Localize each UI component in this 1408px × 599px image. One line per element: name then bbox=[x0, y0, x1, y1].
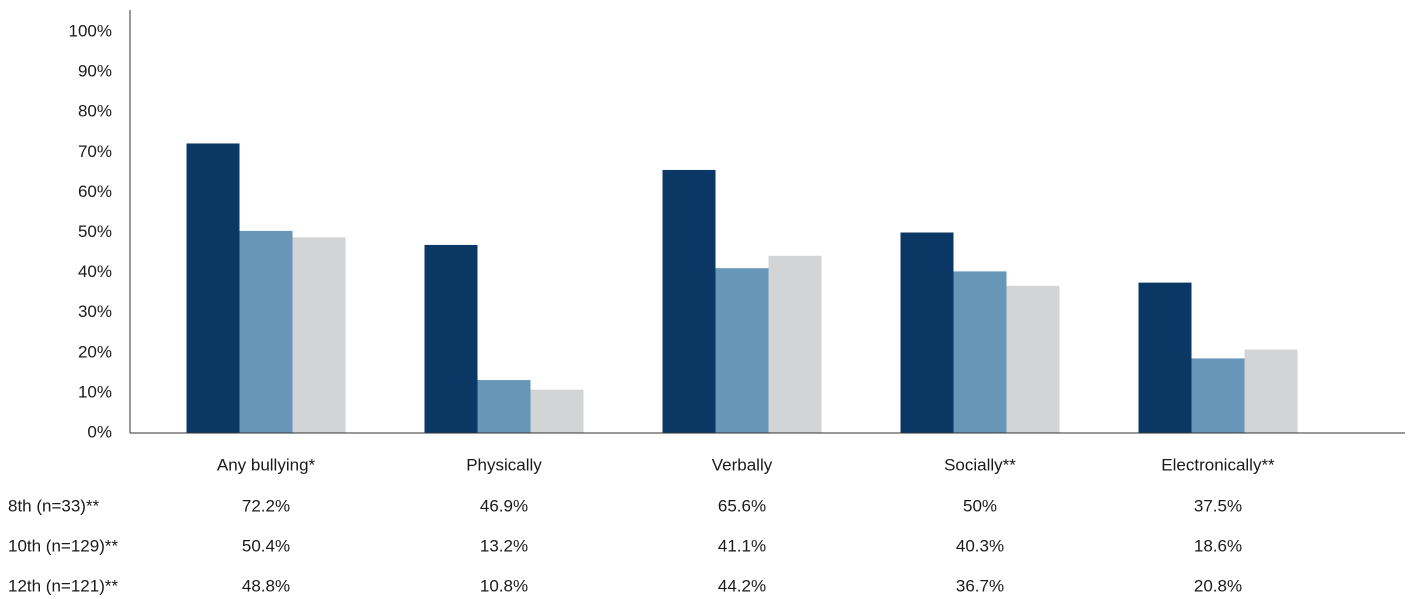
table-value: 72.2% bbox=[242, 496, 290, 515]
table-value: 44.2% bbox=[718, 576, 766, 595]
y-tick-label: 40% bbox=[78, 262, 112, 281]
bar bbox=[424, 244, 478, 433]
bar bbox=[477, 380, 531, 433]
table-value: 41.1% bbox=[718, 536, 766, 555]
y-tick-label: 20% bbox=[78, 342, 112, 361]
bar bbox=[186, 143, 240, 433]
bar bbox=[900, 232, 954, 433]
bar bbox=[292, 237, 346, 433]
y-tick-label: 0% bbox=[87, 422, 112, 441]
x-tick-label: Socially** bbox=[944, 455, 1016, 474]
bar bbox=[1006, 285, 1060, 433]
table-value: 46.9% bbox=[480, 496, 528, 515]
table-value: 13.2% bbox=[480, 536, 528, 555]
bar bbox=[530, 389, 584, 433]
table-value: 10.8% bbox=[480, 576, 528, 595]
row-label: 12th (n=121)** bbox=[8, 576, 118, 595]
table-value: 18.6% bbox=[1194, 536, 1242, 555]
table-value: 50% bbox=[963, 496, 997, 515]
x-tick-label: Verbally bbox=[712, 455, 773, 474]
table-value: 65.6% bbox=[718, 496, 766, 515]
y-tick-label: 30% bbox=[78, 302, 112, 321]
y-tick-label: 50% bbox=[78, 222, 112, 241]
table-value: 37.5% bbox=[1194, 496, 1242, 515]
table-value: 20.8% bbox=[1194, 576, 1242, 595]
table-value: 36.7% bbox=[956, 576, 1004, 595]
y-tick-label: 100% bbox=[69, 21, 112, 40]
row-label: 10th (n=129)** bbox=[8, 536, 118, 555]
x-tick-label: Physically bbox=[466, 455, 542, 474]
y-tick-label: 80% bbox=[78, 102, 112, 121]
bar bbox=[953, 271, 1007, 433]
table-value: 40.3% bbox=[956, 536, 1004, 555]
bar bbox=[239, 230, 293, 433]
bar bbox=[768, 255, 822, 433]
table-value: 48.8% bbox=[242, 576, 290, 595]
table-value: 50.4% bbox=[242, 536, 290, 555]
bar bbox=[1138, 282, 1192, 433]
bar bbox=[1191, 358, 1245, 433]
y-tick-label: 90% bbox=[78, 62, 112, 81]
bar bbox=[662, 169, 716, 433]
y-tick-label: 70% bbox=[78, 142, 112, 161]
y-tick-label: 10% bbox=[78, 382, 112, 401]
y-tick-label: 60% bbox=[78, 182, 112, 201]
x-tick-label: Electronically** bbox=[1161, 455, 1275, 474]
bar bbox=[715, 268, 769, 433]
row-label: 8th (n=33)** bbox=[8, 496, 100, 515]
bar bbox=[1244, 349, 1298, 433]
x-tick-label: Any bullying* bbox=[217, 455, 316, 474]
